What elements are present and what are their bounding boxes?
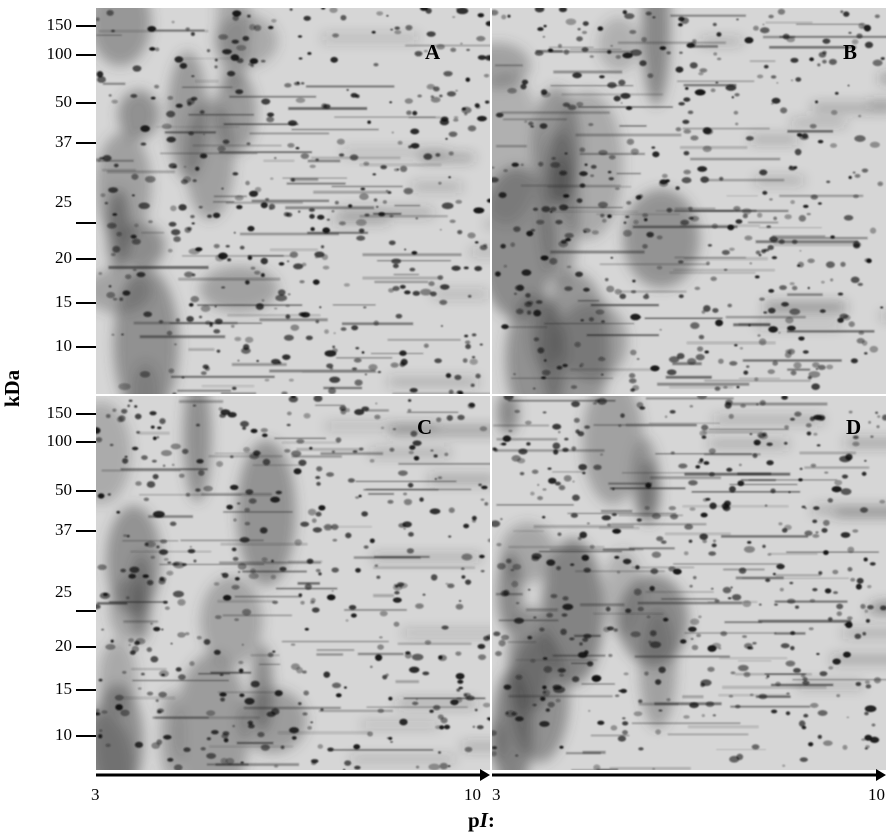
ph-left-min-label: 3 xyxy=(91,785,100,804)
y-tick-label: 25 xyxy=(55,582,72,601)
y-tick-mark xyxy=(76,302,96,304)
y-tick-mark xyxy=(76,54,96,56)
x-axis-title-suffix: : xyxy=(487,808,495,832)
y-tick-label: 15 xyxy=(55,679,72,698)
panel-label-b: B xyxy=(843,40,858,64)
y-tick-label: 50 xyxy=(55,92,72,111)
y-tick-mark xyxy=(76,490,96,492)
x-axis-title-main: p xyxy=(468,808,480,832)
x-axis-title-italic: I xyxy=(479,808,488,832)
ph-right-max-label: 10 xyxy=(868,785,885,804)
y-tick-label: 10 xyxy=(55,725,72,744)
gel-panel-d xyxy=(492,396,886,770)
gel-image xyxy=(492,396,886,770)
y-tick-label: 150 xyxy=(46,15,73,34)
x-axis-title: pI: xyxy=(468,808,495,833)
y-tick-mark xyxy=(76,102,96,104)
y-tick-label: 15 xyxy=(55,292,72,311)
y-tick-label: 150 xyxy=(46,403,73,422)
y-tick-label: 25 xyxy=(55,192,72,211)
y-tick-label: 100 xyxy=(46,44,73,63)
ph-right-min-label: 3 xyxy=(492,785,501,804)
y-tick-label: 50 xyxy=(55,480,72,499)
y-tick-mark xyxy=(76,142,96,144)
y-tick-label: 20 xyxy=(55,248,72,267)
y-tick-mark xyxy=(76,646,96,648)
gel-panel-c xyxy=(96,396,490,770)
y-tick-mark xyxy=(76,413,96,415)
y-tick-label: 100 xyxy=(46,431,73,450)
y-tick-mark xyxy=(76,346,96,348)
gel-panel-a xyxy=(96,8,490,394)
panel-label-d: D xyxy=(846,415,862,439)
y-tick-mark xyxy=(76,441,96,443)
gel-image xyxy=(492,8,886,394)
y-tick-mark xyxy=(76,258,96,260)
gel-image xyxy=(96,396,490,770)
y-tick-label: 37 xyxy=(55,132,72,151)
gel-image xyxy=(96,8,490,394)
y-tick-mark xyxy=(76,530,96,532)
y-tick-mark xyxy=(76,222,96,224)
y-tick-mark xyxy=(76,610,96,612)
y-tick-mark xyxy=(76,25,96,27)
y-tick-mark xyxy=(76,689,96,691)
y-tick-mark xyxy=(76,735,96,737)
panel-label-c: C xyxy=(417,415,433,439)
y-tick-label: 10 xyxy=(55,336,72,355)
y-tick-label: 20 xyxy=(55,636,72,655)
y-tick-label: 37 xyxy=(55,520,72,539)
ph-left-max-label: 10 xyxy=(464,785,481,804)
panel-label-a: A xyxy=(425,40,441,64)
gel-panel-b xyxy=(492,8,886,394)
